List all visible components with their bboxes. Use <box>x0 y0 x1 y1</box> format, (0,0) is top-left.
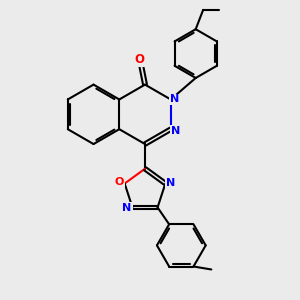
Text: N: N <box>166 178 175 188</box>
Text: O: O <box>134 53 144 66</box>
Text: N: N <box>170 94 179 104</box>
Text: O: O <box>115 177 124 187</box>
Text: N: N <box>171 126 180 136</box>
Text: N: N <box>122 203 132 213</box>
